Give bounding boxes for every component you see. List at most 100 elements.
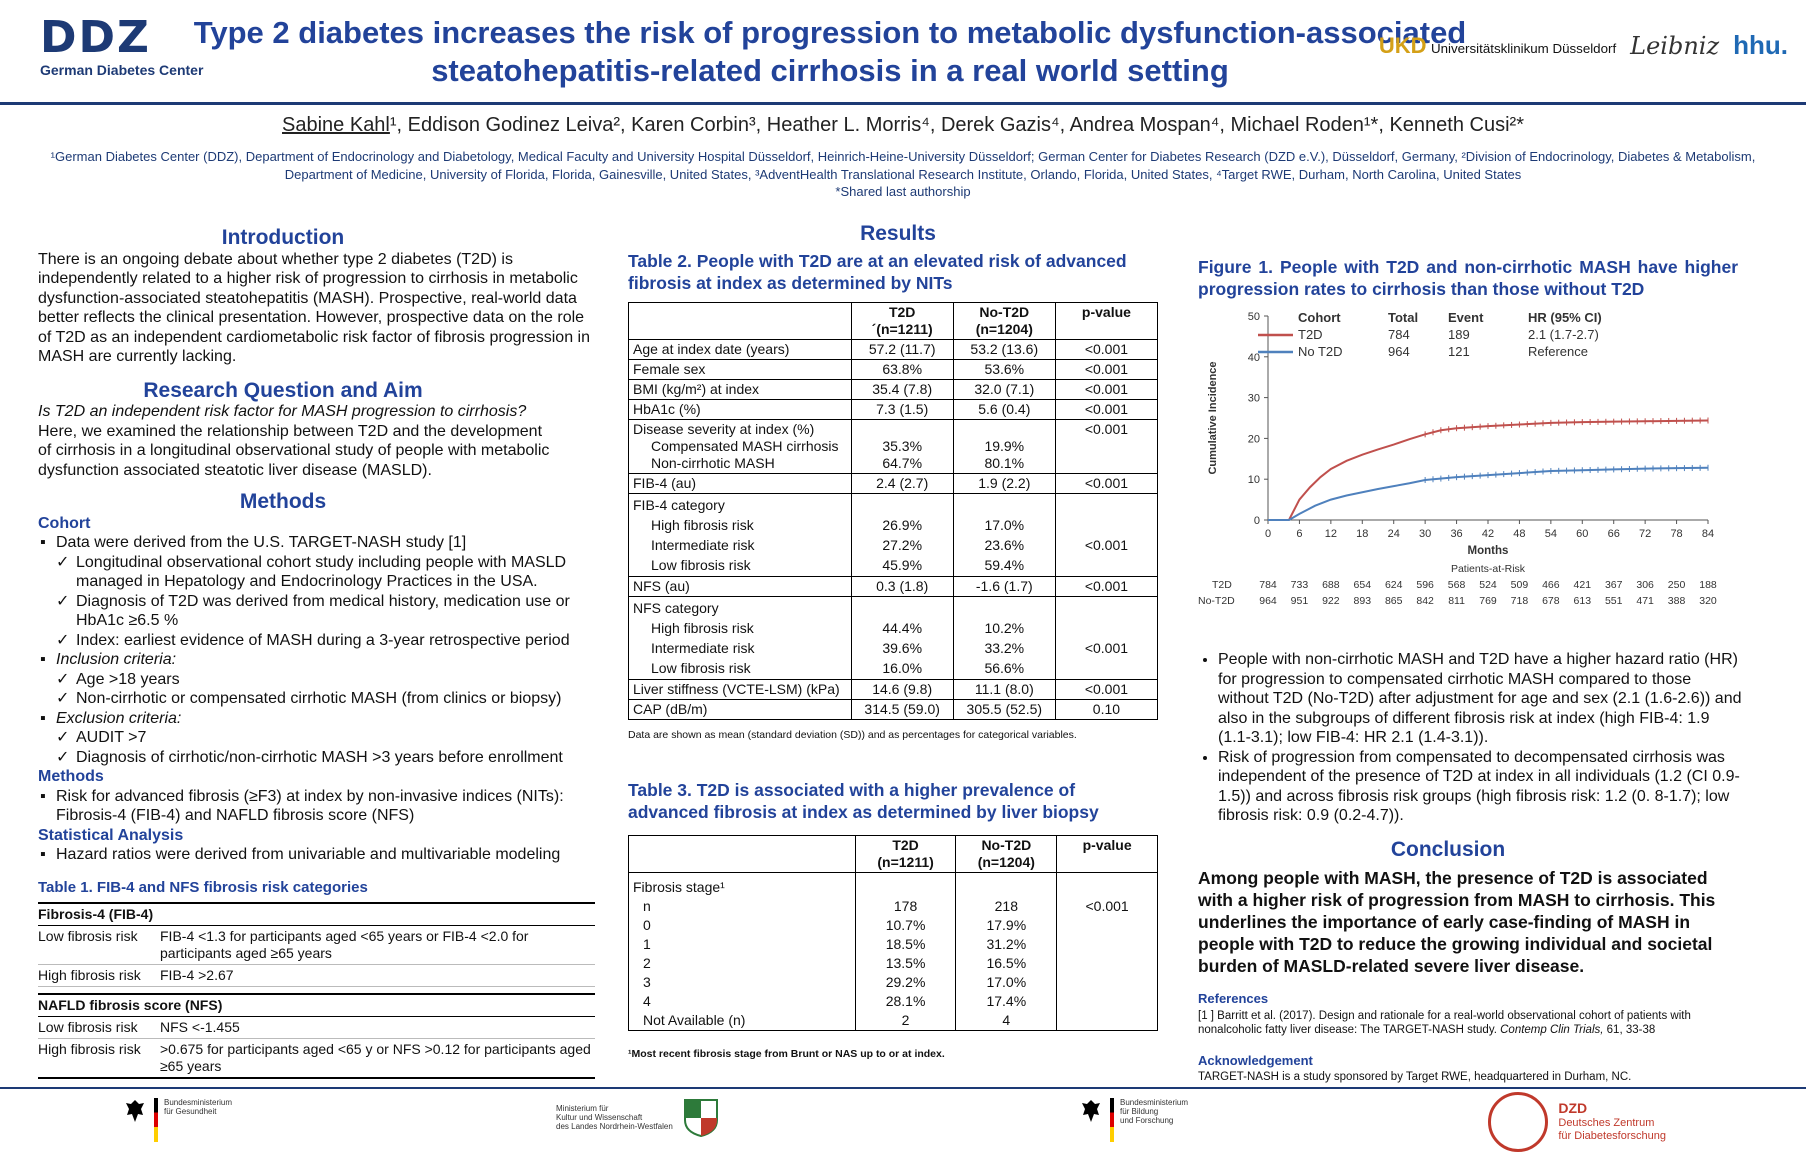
conclusion-heading: Conclusion [1390,837,1506,861]
list-item: Data were derived from the U.S. TARGET-N… [38,533,608,650]
list-item-text: Data were derived from the U.S. TARGET-N… [56,534,467,551]
left-column: Introduction There is an ongoing debate … [38,227,608,1079]
results-heading: Results [860,222,936,245]
legend-value: 964 [1388,344,1410,359]
federal-eagle-icon [124,1098,146,1124]
table-row: High fibrosis risk >0.675 for participant… [38,1039,595,1079]
checklist: Age >18 years Non-cirrhotic or compensat… [56,670,608,709]
figure1: 0 10 20 30 40 50 0 6 12 18 24 30 36 42 48 54 60 66 72 78 84 M… [1198,310,1738,640]
chart-series [1268,417,1709,521]
cell-value: 33.2% [984,639,1025,656]
table-cell: 16.5% [955,954,1058,973]
table-row: Liver stiffness (VCTE-LSM) (kPa) 14.6 (9… [628,678,1159,700]
table-cell: 53.2 (13.6) [952,338,1056,360]
table-cell [1057,1011,1158,1031]
table-cell: <0.001 [1085,898,1129,914]
table-cell: 13.5% [855,954,957,973]
german-flag-icon [154,1098,158,1142]
table-cell: High fibrosis risk [38,966,141,983]
y-tick-label: 50 [1248,311,1260,323]
table-cell: 32.0 (7.1) [952,378,1056,400]
table-cell: 11.1 (8.0) [952,678,1056,700]
checklist: Longitudinal observational cohort study … [56,553,608,651]
table-header [628,301,852,340]
table-row: 4 28.1% 17.4% [628,992,1158,1011]
row-label: High fibrosis risk [651,516,754,533]
table-cell: Low fibrosis risk [38,927,138,944]
x-axis-label: Months [1468,545,1509,557]
row-label: FIB-4 category [633,496,725,513]
poster-title-line2: steatohepatitis-related cirrhosis in a r… [431,53,1229,88]
row-label: NFS category [633,599,719,616]
table-cell [1057,935,1158,954]
x-tick-label: 48 [1513,528,1525,540]
table-cell: 1.9 (2.2) [952,472,1056,494]
header-text: T2D [892,837,919,853]
table-row: Not Available (n) 2 4 [628,1011,1158,1031]
table-cell: <0.001 [1054,678,1159,700]
header-text: (n=1204) [975,320,1033,337]
dzd-logo-text: DZD Deutsches Zentrum für Diabetesforsch… [1558,1101,1666,1143]
inclusion-title: Inclusion criteria: [56,651,177,668]
par-row-label: No-T2D [1198,595,1235,607]
table-cell: 2.4 (2.7) [850,472,954,494]
table-cell: Not Available (n) [628,1011,856,1031]
nrw-crest-icon [683,1098,719,1140]
conclusion-text: Among people with MASH, the presence of … [1198,868,1716,976]
reference-text: 61, 33-38 [1603,1023,1656,1036]
table-header: No-T2D (n=1204) [952,301,1056,340]
author-list: Sabine Kahl¹, Eddison Godinez Leiva², Ka… [0,114,1806,137]
table-header: p-value [1054,301,1159,340]
list-item: People with non-cirrhotic MASH and T2D h… [1218,650,1746,748]
par-value: 466 [1542,579,1560,591]
x-tick-label: 78 [1670,528,1682,540]
table-cell: FIB-4 >2.67 [160,966,234,983]
funder-footer: Bundesministerium für Gesundheit Ministe… [0,1092,1806,1158]
table-cell: 14.6 (9.8) [850,678,954,700]
y-tick-label: 40 [1248,352,1260,364]
table-cell: 17.4% [955,992,1058,1011]
table-cell: -1.6 (1.7) [952,575,1056,597]
row-label: Low fibrosis risk [651,556,751,573]
table-header: T2D ´(n=1211) [850,301,954,340]
poster-title-line1: Type 2 diabetes increases the risk of pr… [193,15,1467,50]
table-header-row: T2D (n=1211) No-T2D (n=1204) p-value [628,835,1158,873]
dzd-emblem-icon [1488,1092,1549,1152]
poster-header: DDZ German Diabetes Center Type 2 diabet… [0,0,1806,104]
affiliation-line: Department of Medicine, University of Fl… [284,167,1522,182]
ddz-logo-subtitle: German Diabetes Center [40,62,204,78]
cohort-list: Data were derived from the U.S. TARGET-N… [38,533,608,767]
table-cell: >0.675 for participants aged <65 y or NF… [160,1040,591,1074]
par-value: 733 [1291,579,1309,591]
acknowledgement-heading: Acknowledgement [1198,1052,1313,1068]
legend-header: Event [1448,310,1484,325]
federal-eagle-icon [1080,1098,1102,1124]
table3-caption: Table 3. T2D is associated with a higher… [628,780,1099,822]
list-item: Diagnosis of T2D was derived from medica… [56,592,608,631]
table-row: 0 10.7% 17.9% [628,916,1158,935]
table-cell: 17.9% [955,916,1058,935]
logo-text: für Gesundheit [164,1107,217,1116]
x-tick-label: 0 [1265,528,1271,540]
row-label: High fibrosis risk [651,619,754,636]
table-cell [855,872,957,897]
cell-value: 39.6% [882,639,923,656]
x-tick-label: 60 [1576,528,1588,540]
series-line-t2d [1268,419,1709,521]
table-cell: 2 [855,1011,957,1031]
par-value: 865 [1385,595,1403,607]
middle-column: Results Table 2. People with T2D are at … [628,222,1168,1065]
list-item: Diagnosis of cirrhotic/non-cirrhotic MAS… [56,748,608,768]
reference-item: [1 ] Barritt et al. (2017). Design and r… [1198,1009,1746,1037]
table-row: Fibrosis stage¹ [628,872,1158,897]
table-cell [1057,954,1158,973]
exclusion-title: Exclusion criteria: [56,709,182,727]
table-cell: Fibrosis stage¹ [628,872,856,897]
header-text: No-T2D [979,303,1030,320]
table-row: 3 29.2% 17.0% [628,973,1158,992]
cohort-subheading: Cohort [38,514,91,532]
logo-text: des Landes Nordrhein-Westfalen [556,1122,673,1131]
table-row: FIB-4 category High fibrosis risk Interm… [628,492,1159,577]
table-cell: 28.1% [855,992,957,1011]
table-row: FIB-4 (au) 2.4 (2.7) 1.9 (2.2) <0.001 [628,472,1159,494]
